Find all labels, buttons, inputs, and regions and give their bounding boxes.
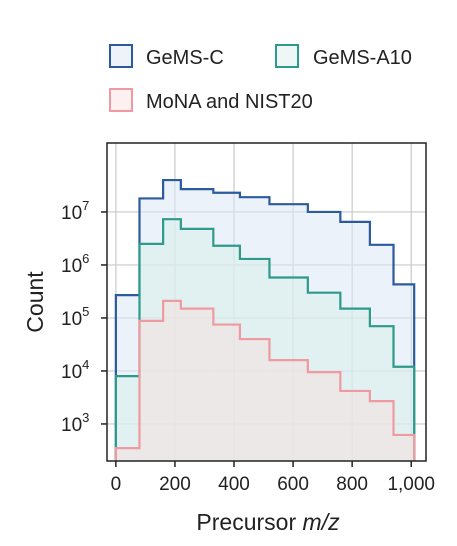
histogram-bin [115,376,140,461]
histogram-bin [307,372,341,461]
series-outline-gems-a10 [114,218,416,461]
x-tick-label: 1,000 [387,474,435,495]
histogram-bin [340,390,370,461]
y-axis: 103 104 105 106 107 [61,198,107,436]
histogram-bin [139,320,164,461]
x-tick-label: 200 [159,474,191,495]
histogram-bin [239,339,270,461]
x-axis-title: Precursor m/z [196,509,340,535]
y-tick-label: 106 [61,251,89,277]
histogram-bin [269,360,308,461]
y-axis-title: Count [22,271,48,333]
y-tick-label: 105 [61,304,89,330]
x-tick-label: 400 [218,474,250,495]
histogram-bin [180,308,214,461]
plot-frame [106,142,427,462]
x-tick-label: 0 [111,474,122,495]
series-outline-gems-c [114,178,416,461]
legend-label-gems-c: GeMS-C [146,47,224,69]
x-tick-label: 600 [277,474,309,495]
histogram-bin [115,448,140,461]
x-tick-label: 800 [336,474,368,495]
histogram-bin [393,434,415,461]
x-axis: 0 200 400 600 800 1,000 [111,461,435,495]
series-outline-mona-and-nist20 [114,299,416,461]
histogram-bin [369,401,394,461]
legend-item-gems-c: GeMS-C [109,44,224,69]
legend-label-mona-nist20: MoNA and NIST20 [146,91,313,113]
histogram-bin [213,324,240,461]
legend: GeMS-C GeMS-A10 MoNA and NIST20 [109,44,412,113]
legend-item-mona-nist20: MoNA and NIST20 [109,88,313,113]
legend-swatch-gems-a10 [275,44,299,68]
y-tick-label: 103 [61,410,89,436]
legend-swatch-mona-nist20 [109,88,133,112]
y-tick-label: 107 [61,198,89,224]
legend-label-gems-a10: GeMS-A10 [313,47,412,69]
legend-item-gems-a10: GeMS-A10 [275,44,412,69]
series-mona-and-nist20 [114,299,416,461]
plot-area [106,142,427,462]
series-layer [114,178,416,461]
histogram-bin [163,300,181,461]
legend-swatch-gems-c [109,44,133,68]
y-tick-label: 104 [61,357,89,383]
